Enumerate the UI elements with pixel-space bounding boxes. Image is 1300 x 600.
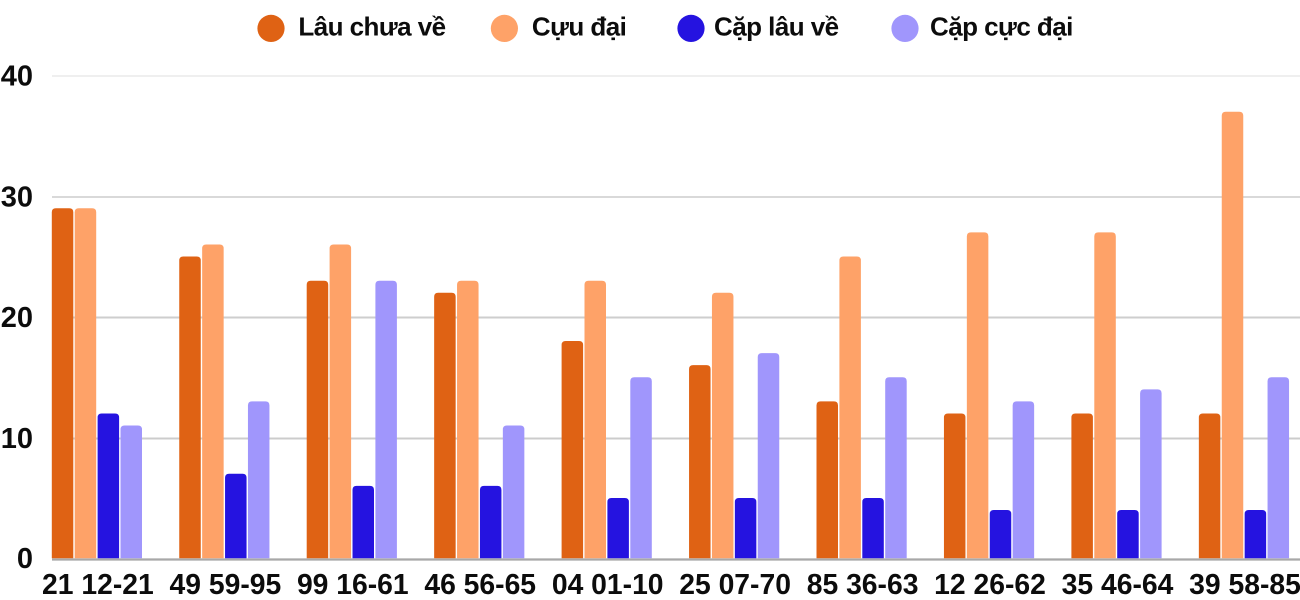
svg-text:20: 20 — [1, 302, 33, 334]
svg-text:46 56-65: 46 56-65 — [424, 568, 536, 600]
svg-text:49 59-95: 49 59-95 — [170, 568, 282, 600]
svg-text:25 07-70: 25 07-70 — [679, 568, 791, 600]
svg-text:85 36-63: 85 36-63 — [807, 568, 919, 600]
svg-text:Cặp cực đại: Cặp cực đại — [930, 12, 1073, 42]
svg-text:Lâu chưa về: Lâu chưa về — [298, 12, 445, 42]
svg-text:Cặp lâu về: Cặp lâu về — [714, 12, 839, 42]
svg-text:35 46-64: 35 46-64 — [1062, 568, 1174, 600]
svg-text:39 58-85: 39 58-85 — [1189, 568, 1300, 600]
svg-text:30: 30 — [1, 182, 33, 214]
svg-text:21 12-21: 21 12-21 — [42, 568, 154, 600]
svg-text:0: 0 — [17, 543, 33, 575]
svg-text:Cựu đại: Cựu đại — [532, 12, 626, 42]
svg-text:99 16-61: 99 16-61 — [297, 568, 409, 600]
svg-text:10: 10 — [1, 423, 33, 455]
svg-text:12 26-62: 12 26-62 — [934, 568, 1046, 600]
svg-text:40: 40 — [1, 61, 33, 93]
svg-text:04 01-10: 04 01-10 — [552, 568, 664, 600]
